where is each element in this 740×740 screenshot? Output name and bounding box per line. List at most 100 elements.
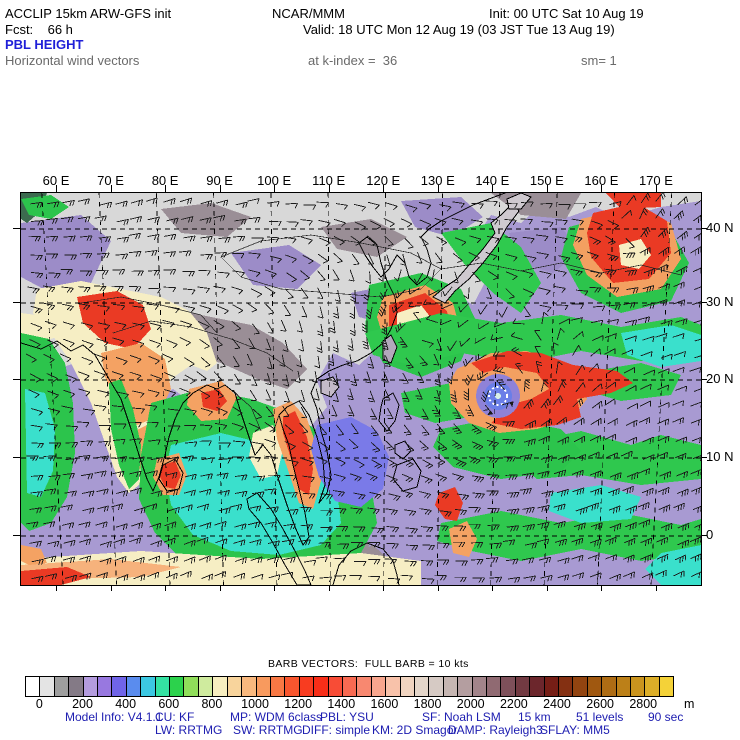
colorbar-cell (429, 677, 444, 696)
model-info-item: DIFF: simple (302, 723, 371, 737)
lon-tick-label: 130 E (420, 173, 455, 188)
colorbar-cell (328, 677, 343, 696)
colorbar-tick-label: 200 (72, 697, 93, 711)
colorbar-cell (587, 677, 603, 696)
colorbar-tick-label: 1400 (327, 697, 356, 711)
colorbar-cell (285, 677, 300, 696)
axis-tick (13, 228, 20, 229)
model-info-item: LW: RRTMG (155, 723, 223, 737)
colorbar-tick-label: 1200 (284, 697, 313, 711)
colorbar-cell (544, 677, 560, 696)
colorbar-cell (270, 677, 286, 696)
model-info-item: KM: 2D Smagor (372, 723, 458, 737)
axis-tick (13, 302, 20, 303)
colorbar-cell (314, 677, 329, 696)
colorbar-cell (645, 677, 660, 696)
lat-tick-label: 40 N (706, 220, 734, 235)
colorbar-tick-label: 2400 (543, 697, 571, 711)
axis-tick (328, 585, 330, 591)
axis-tick (701, 228, 707, 229)
colorbar-tick-label: 2800 (629, 697, 658, 711)
colorbar-cell (357, 677, 372, 696)
colorbar-cell (616, 677, 632, 696)
axis-tick (546, 585, 548, 591)
model-info-item: SW: RRTMG (233, 723, 303, 737)
colorbar-cell (155, 677, 171, 696)
model-info-item: CU: KF (155, 710, 195, 724)
lat-tick-label: 0 (706, 527, 714, 542)
colorbar-cell (213, 677, 228, 696)
page-title: PBL HEIGHT (5, 37, 84, 52)
colorbar-tick-label: 600 (158, 697, 180, 711)
colorbar-cell (256, 677, 271, 696)
colorbar-cell (501, 677, 516, 696)
axis-tick (165, 185, 167, 192)
colorbar-cell (299, 677, 315, 696)
colorbar-tick-label: 400 (115, 697, 137, 711)
lat-tick-label: 30 N (706, 294, 734, 309)
axis-tick (219, 185, 221, 192)
colorbar-unit-label: m (684, 697, 695, 711)
colorbar-cell (170, 677, 185, 696)
axis-tick (701, 302, 707, 303)
lat-tick-label: 20 N (706, 371, 734, 386)
colorbar-tick-label: 1000 (241, 697, 269, 711)
colorbar-tick-label: 2000 (456, 697, 485, 711)
lon-tick-label: 80 E (151, 173, 179, 188)
smooth-note-label: sm= 1 (581, 53, 617, 68)
colorbar-cell (573, 677, 588, 696)
lat-tick-label: 10 N (706, 449, 734, 464)
lon-tick-label: 70 E (97, 173, 124, 188)
axis-tick (655, 585, 657, 591)
field-note-label: Horizontal wind vectors (5, 53, 140, 68)
axis-tick (274, 185, 276, 192)
colorbar-tick-label: 800 (201, 697, 223, 711)
colorbar-cell (112, 677, 127, 696)
model-info-item: 51 levels (576, 710, 624, 724)
axis-tick (110, 185, 112, 192)
colorbar-cell (515, 677, 531, 696)
axis-tick (219, 585, 221, 591)
axis-tick (56, 185, 57, 192)
lon-tick-label: 60 E (42, 173, 70, 188)
colorbar-cell (69, 677, 84, 696)
colorbar-cell (371, 677, 387, 696)
colorbar-cell (414, 677, 430, 696)
axis-tick (701, 379, 707, 380)
colorbar-cell (26, 677, 41, 696)
colorbar-cell (602, 677, 617, 696)
axis-tick (13, 457, 20, 458)
colorbar-cell (198, 677, 214, 696)
colorbar-cell (98, 677, 113, 696)
colorbar-cell (342, 677, 358, 696)
colorbar-cell (659, 677, 674, 696)
pbl-height-colorbar (25, 676, 674, 697)
model-info-item: SFLAY: MM5 (540, 723, 610, 737)
colorbar-tick-label: 1600 (370, 697, 399, 711)
model-info-item: PBL: YSU (320, 710, 374, 724)
axis-tick (13, 379, 20, 380)
axis-tick (165, 585, 167, 591)
colorbar-cell (472, 677, 487, 696)
init-time-label: Init: 00 UTC Sat 10 Aug 19 (489, 6, 644, 21)
pbl-fill-layer (21, 193, 701, 585)
axis-tick (56, 585, 57, 591)
colorbar-cell (54, 677, 70, 696)
map-panel (20, 191, 707, 586)
colorbar-tick-label: 0 (35, 697, 43, 711)
model-info-item: SF: Noah LSM (422, 710, 501, 724)
lon-tick-label: 110 E (312, 173, 346, 188)
axis-tick (601, 585, 603, 591)
lon-tick-label: 140 E (475, 173, 510, 188)
colorbar-tick-label: 1800 (413, 697, 442, 711)
axis-tick (274, 585, 276, 591)
colorbar-cell (386, 677, 401, 696)
valid-time-label: Valid: 18 UTC Mon 12 Aug 19 (03 JST Tue … (303, 22, 615, 37)
model-run-label: ACCLIP 15km ARW-GFS init (5, 6, 172, 21)
colorbar-cell (530, 677, 545, 696)
colorbar-cell (184, 677, 199, 696)
pbl-height-map (20, 191, 707, 586)
wind-barb-layer (25, 191, 707, 585)
lon-tick-label: 90 E (206, 173, 233, 188)
